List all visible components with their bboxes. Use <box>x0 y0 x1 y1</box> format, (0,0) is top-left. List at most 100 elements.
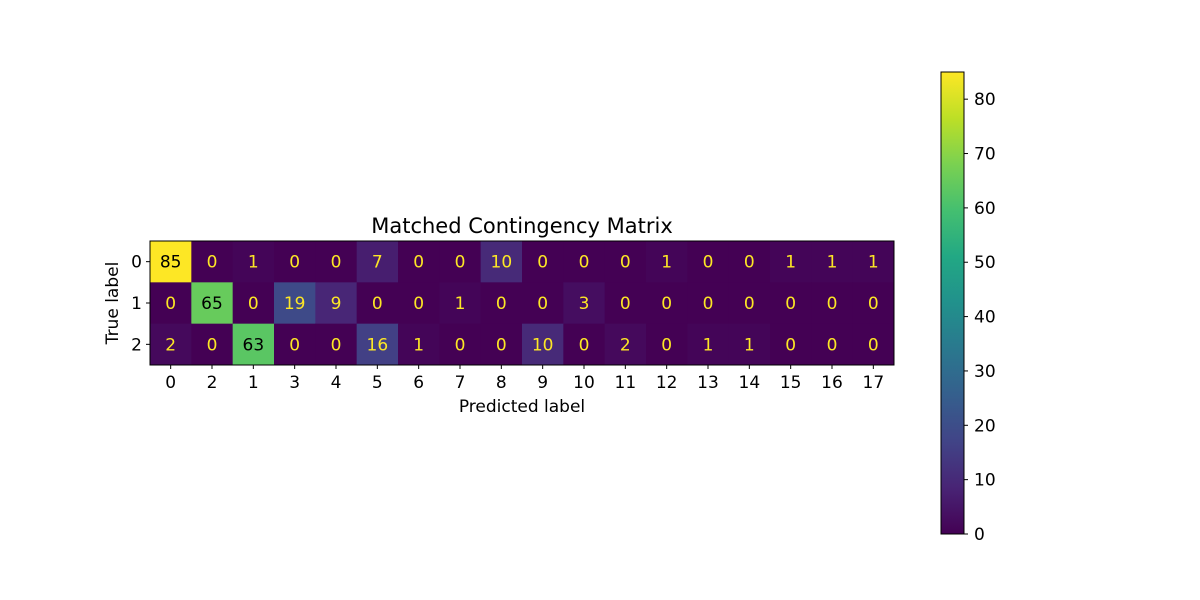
chart-title: Matched Contingency Matrix <box>371 214 673 238</box>
heatmap-cell <box>770 241 812 283</box>
heatmap-cell <box>398 323 440 366</box>
heatmap-cell <box>728 282 771 325</box>
x-tick-label: 5 <box>372 373 383 393</box>
cell-value-label: 0 <box>289 335 300 355</box>
heatmap-cell <box>687 323 730 366</box>
x-tick-label: 15 <box>780 373 802 393</box>
heatmap-cell-labels: 85 0 1 0 0 7 0 0 10 0 0 0 1 0 0 1 1 10 65 0 19 9 0 0 1 0 0 3 0 0 0 0 0 0 0… <box>160 253 879 356</box>
heatmap-cell <box>563 282 606 325</box>
x-tick-label: 3 <box>289 373 300 393</box>
y-axis: 0 1 2 <box>131 253 150 355</box>
heatmap-cell <box>150 323 192 366</box>
cell-value-label: 0 <box>331 335 342 355</box>
y-tick-label: 2 <box>131 335 142 355</box>
cell-value-label: 65 <box>201 294 223 314</box>
heatmap-cell <box>191 282 234 325</box>
heatmap-cell <box>315 241 358 283</box>
cell-value-label: 1 <box>455 294 466 314</box>
cell-value-label: 10 <box>532 335 554 355</box>
x-tick-label: 0 <box>165 373 176 393</box>
cell-value-label: 0 <box>496 294 507 314</box>
cell-value-label: 0 <box>827 335 838 355</box>
heatmap-cell <box>646 282 688 325</box>
heatmap-cell <box>563 241 606 283</box>
colorbar-tick-label: 30 <box>974 362 996 382</box>
heatmap-cell <box>439 241 482 283</box>
heatmap-cell <box>728 323 771 366</box>
heatmap-cell <box>604 282 647 325</box>
cell-value-label: 1 <box>661 253 672 273</box>
cell-value-label: 0 <box>620 253 631 273</box>
heatmap-cell <box>770 282 812 325</box>
cell-value-label: 0 <box>455 253 466 273</box>
x-tick-label: 14 <box>739 373 761 393</box>
colorbar-tick-label: 0 <box>974 525 985 545</box>
y-tick-label: 1 <box>131 294 142 314</box>
heatmap-cell <box>646 241 688 283</box>
heatmap-cell <box>480 241 523 283</box>
heatmap-cell <box>356 323 399 366</box>
cell-value-label: 1 <box>785 253 796 273</box>
cell-value-label: 0 <box>785 335 796 355</box>
heatmap-cells <box>150 241 895 366</box>
cell-value-label: 1 <box>248 253 259 273</box>
cell-value-label: 0 <box>827 294 838 314</box>
colorbar-tick-label: 60 <box>974 199 996 219</box>
heatmap-cell <box>563 323 606 366</box>
heatmap-cell <box>852 323 895 366</box>
cell-value-label: 0 <box>620 294 631 314</box>
x-tick-label: 11 <box>615 373 637 393</box>
cell-value-label: 0 <box>207 335 218 355</box>
cell-value-label: 3 <box>579 294 590 314</box>
heatmap-cell <box>852 241 895 283</box>
cell-value-label: 0 <box>372 294 383 314</box>
heatmap-cell <box>191 241 234 283</box>
cell-value-label: 0 <box>455 335 466 355</box>
heatmap-cell <box>232 241 275 283</box>
colorbar-tick-label: 50 <box>974 253 996 273</box>
x-tick-label: 10 <box>573 373 595 393</box>
y-axis-label: True label <box>103 262 123 346</box>
heatmap-cell <box>728 241 771 283</box>
heatmap-cell <box>398 241 440 283</box>
heatmap-cell <box>150 282 192 325</box>
x-tick-label: 2 <box>207 373 218 393</box>
heatmap-cell <box>439 282 482 325</box>
heatmap-cell <box>811 282 854 325</box>
x-tick-label: 1 <box>248 373 259 393</box>
cell-value-label: 0 <box>661 294 672 314</box>
cell-value-label: 2 <box>165 335 176 355</box>
heatmap-cell <box>274 323 316 366</box>
heatmap-cell <box>150 241 192 283</box>
heatmap-cell <box>811 323 854 366</box>
cell-value-label: 0 <box>703 294 714 314</box>
x-axis-label: Predicted label <box>459 397 585 417</box>
cell-value-label: 0 <box>248 294 259 314</box>
cell-value-label: 0 <box>579 335 590 355</box>
x-tick-label: 4 <box>331 373 342 393</box>
colorbar: 0 10 20 30 40 50 60 70 80 <box>940 71 996 545</box>
x-tick-label: 16 <box>821 373 843 393</box>
cell-value-label: 9 <box>331 294 342 314</box>
cell-value-label: 0 <box>165 294 176 314</box>
heatmap-cell <box>315 282 358 325</box>
cell-value-label: 19 <box>284 294 306 314</box>
x-tick-label: 9 <box>537 373 548 393</box>
x-tick-label: 8 <box>496 373 507 393</box>
cell-value-label: 0 <box>331 253 342 273</box>
x-tick-label: 13 <box>697 373 719 393</box>
heatmap-cell <box>191 323 234 366</box>
heatmap-cell <box>315 323 358 366</box>
cell-value-label: 0 <box>868 335 879 355</box>
cell-value-label: 0 <box>703 253 714 273</box>
cell-value-label: 7 <box>372 253 383 273</box>
heatmap-cell <box>522 282 564 325</box>
heatmap-cell <box>687 241 730 283</box>
heatmap-cell <box>770 323 812 366</box>
heatmap-cell <box>274 241 316 283</box>
colorbar-gradient <box>940 71 965 535</box>
heatmap-cell <box>852 282 895 325</box>
heatmap-cell <box>646 323 688 366</box>
